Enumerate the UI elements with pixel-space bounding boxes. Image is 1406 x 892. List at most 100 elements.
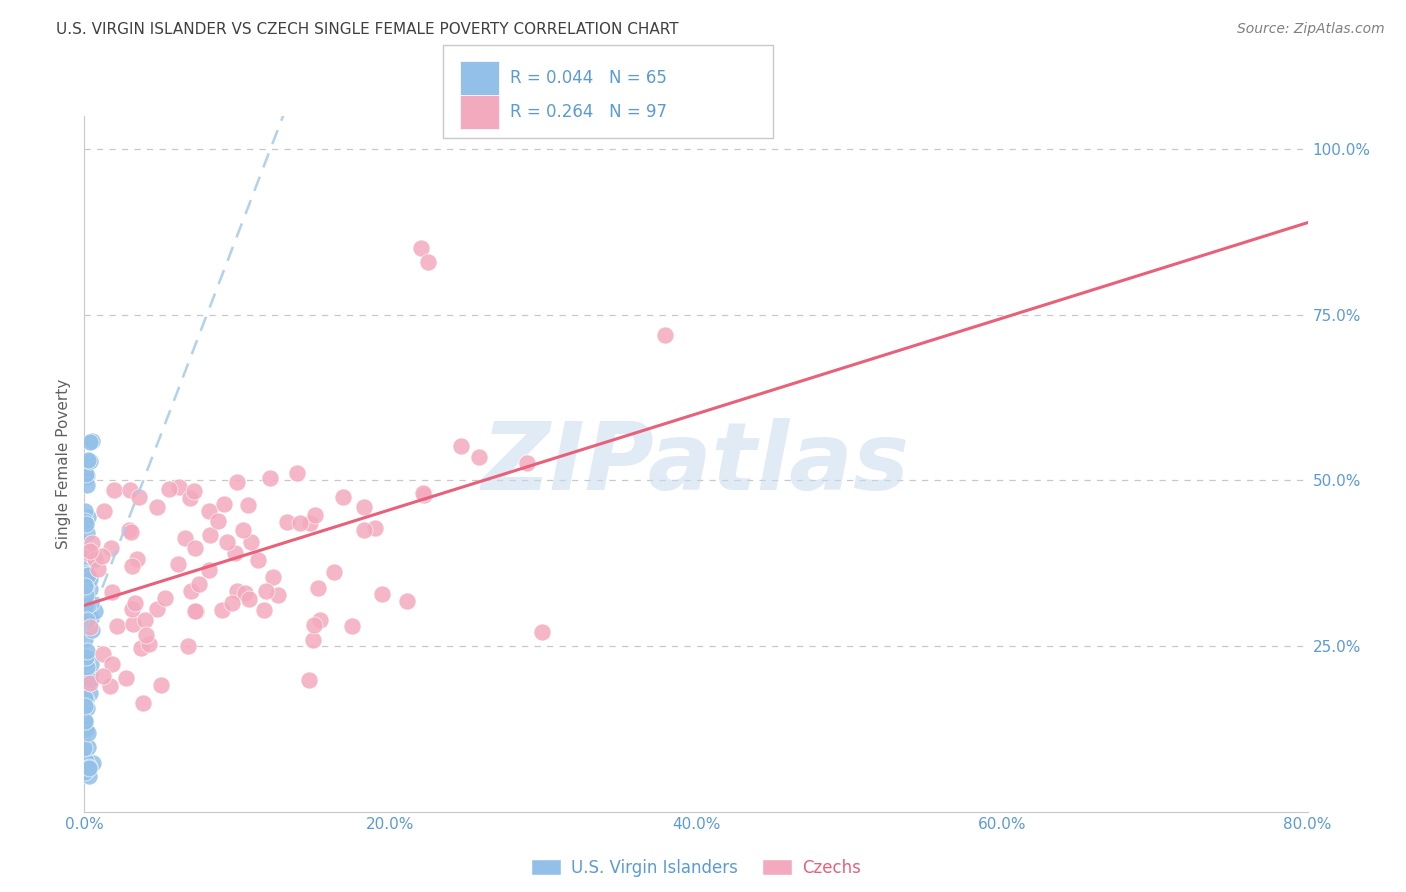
- Point: [82, 434, 104, 449]
- Point: [198, 562, 221, 576]
- Point: [654, 327, 676, 342]
- Point: [75, 715, 97, 730]
- Point: [226, 475, 249, 489]
- Point: [73, 763, 96, 777]
- Point: [100, 541, 122, 555]
- Point: [115, 671, 138, 685]
- Point: [75, 467, 97, 482]
- Point: [177, 640, 200, 654]
- Point: [77, 769, 100, 783]
- Point: [412, 486, 434, 500]
- Point: [75, 659, 97, 673]
- Point: [77, 673, 100, 687]
- Point: [122, 617, 145, 632]
- Point: [301, 632, 323, 647]
- Point: [298, 673, 321, 687]
- Point: [84, 551, 107, 566]
- Point: [304, 508, 326, 522]
- Point: [173, 531, 195, 545]
- Point: [75, 655, 97, 669]
- Point: [247, 553, 270, 567]
- Point: [91, 648, 114, 662]
- Point: [153, 591, 176, 605]
- Point: [240, 534, 263, 549]
- Point: [76, 615, 98, 629]
- Point: [76, 469, 98, 483]
- Point: [150, 678, 173, 692]
- Point: [75, 765, 97, 780]
- Point: [75, 723, 97, 737]
- Point: [184, 604, 207, 618]
- Point: [332, 490, 354, 504]
- Point: [138, 637, 160, 651]
- Point: [120, 525, 142, 540]
- Point: [76, 599, 98, 613]
- Point: [167, 558, 190, 572]
- Point: [75, 714, 97, 728]
- Point: [180, 583, 202, 598]
- Point: [121, 602, 143, 616]
- Point: [80, 657, 103, 671]
- Point: [75, 581, 97, 595]
- Y-axis label: Single Female Poverty: Single Female Poverty: [56, 379, 72, 549]
- Point: [75, 698, 97, 713]
- Point: [412, 488, 434, 502]
- Point: [79, 573, 101, 587]
- Point: [80, 596, 103, 610]
- Point: [76, 644, 98, 658]
- Point: [233, 586, 256, 600]
- Point: [87, 562, 110, 576]
- Point: [79, 620, 101, 634]
- Point: [118, 483, 141, 497]
- Point: [79, 435, 101, 450]
- Point: [309, 613, 332, 627]
- Point: [80, 611, 103, 625]
- Point: [79, 676, 101, 690]
- Point: [76, 453, 98, 467]
- Point: [183, 483, 205, 498]
- Point: [259, 471, 281, 485]
- Point: [134, 613, 156, 627]
- Point: [93, 504, 115, 518]
- Point: [73, 566, 96, 580]
- Point: [132, 696, 155, 710]
- Point: [121, 559, 143, 574]
- Point: [77, 761, 100, 775]
- Point: [79, 675, 101, 690]
- Point: [77, 740, 100, 755]
- Point: [79, 454, 101, 468]
- Point: [93, 669, 115, 683]
- Point: [198, 503, 221, 517]
- Point: [167, 480, 190, 494]
- Point: [409, 242, 432, 256]
- Point: [118, 523, 141, 537]
- Point: [183, 541, 205, 556]
- Point: [364, 521, 387, 535]
- Point: [75, 588, 97, 602]
- Point: [299, 516, 322, 530]
- Point: [353, 523, 375, 537]
- Point: [238, 591, 260, 606]
- Point: [224, 546, 246, 560]
- Point: [468, 450, 491, 465]
- Point: [217, 535, 239, 549]
- Point: [75, 649, 97, 664]
- Point: [353, 500, 375, 515]
- Point: [73, 514, 96, 528]
- Point: [232, 523, 254, 537]
- Point: [450, 439, 472, 453]
- Point: [184, 604, 207, 618]
- Point: [75, 470, 97, 484]
- Point: [79, 547, 101, 561]
- Point: [76, 555, 98, 569]
- Point: [73, 690, 96, 705]
- Point: [76, 510, 98, 524]
- Point: [254, 583, 277, 598]
- Point: [79, 582, 101, 597]
- Point: [276, 516, 298, 530]
- Text: ZIPatlas: ZIPatlas: [482, 417, 910, 510]
- Point: [307, 581, 329, 595]
- Point: [80, 536, 103, 550]
- Point: [103, 483, 125, 498]
- Point: [187, 577, 209, 591]
